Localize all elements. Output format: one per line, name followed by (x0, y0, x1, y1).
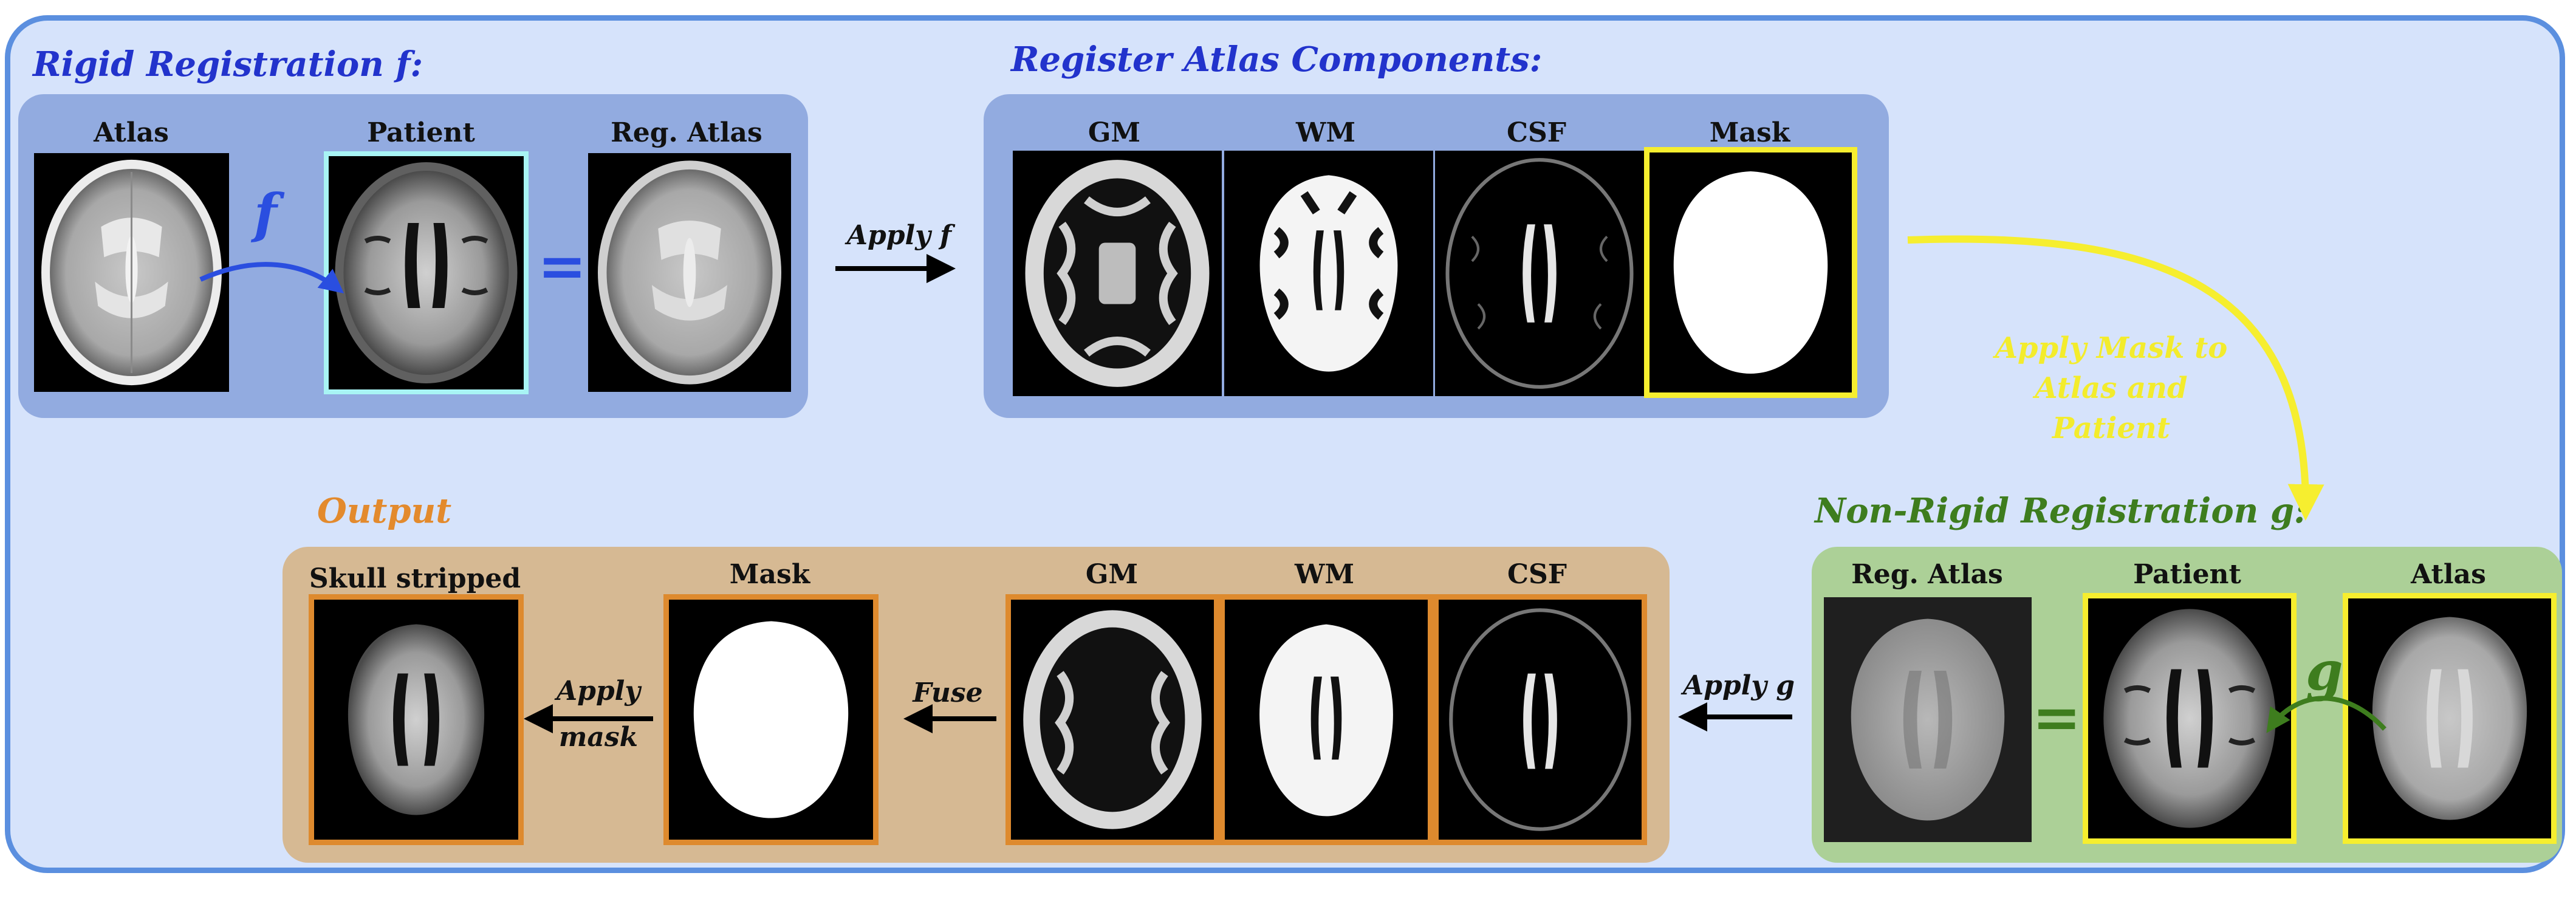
atlas-label: Atlas (94, 117, 169, 148)
output-wm-image (1219, 594, 1433, 845)
output-wm-label: WM (1294, 559, 1355, 590)
atlas-image (34, 153, 229, 392)
apply-mask-note: Apply Mask to Atlas and Patient (1984, 328, 2239, 448)
output-gm-image (1005, 594, 1219, 845)
nonrigid-reg-atlas-label: Reg. Atlas (1851, 559, 2003, 590)
equals-sign-nonrigid: = (2032, 683, 2081, 752)
nonrigid-registration-title: Non-Rigid Registration g: (1815, 491, 2307, 531)
apply-mask-label-a: Apply (557, 676, 640, 707)
skull-stripped-label: Skull stripped (309, 563, 521, 594)
reg-atlas-image (588, 153, 791, 392)
rigid-registration-title: Rigid Registration f: (33, 44, 423, 84)
f-transform-symbol: f (254, 182, 277, 245)
nonrigid-reg-atlas-image (1824, 597, 2032, 842)
apply-g-label: Apply g (1683, 670, 1795, 701)
nonrigid-patient-image (2083, 593, 2297, 844)
mask-image (1644, 147, 1857, 398)
skull-stripped-image (309, 594, 524, 845)
output-title: Output (317, 491, 452, 531)
apply-mask-label-b: mask (558, 722, 639, 753)
fuse-label: Fuse (913, 677, 983, 708)
output-mask-image (663, 594, 879, 845)
csf-label: CSF (1506, 117, 1567, 148)
wm-image (1224, 151, 1433, 396)
g-transform-symbol: g (2306, 639, 2343, 702)
output-mask-label: Mask (729, 559, 810, 590)
wm-label: WM (1295, 117, 1356, 148)
apply-f-label: Apply f (846, 220, 952, 251)
output-csf-label: CSF (1507, 559, 1567, 590)
equals-sign-rigid: = (538, 231, 587, 300)
output-csf-image (1433, 594, 1647, 845)
register-components-title: Register Atlas Components: (1011, 39, 1543, 80)
gm-label: GM (1088, 117, 1141, 148)
nonrigid-patient-label: Patient (2133, 559, 2241, 590)
output-gm-label: GM (1085, 559, 1139, 590)
patient-image (324, 151, 529, 394)
apply-mask-line-1: Apply Mask to (1995, 331, 2228, 365)
apply-mask-line-3: Patient (2052, 411, 2170, 445)
nonrigid-atlas-image (2343, 593, 2557, 844)
nonrigid-atlas-label: Atlas (2411, 559, 2486, 590)
csf-image (1435, 151, 1644, 396)
mask-label: Mask (1709, 117, 1790, 148)
apply-mask-line-2: Atlas and (2035, 371, 2188, 405)
patient-label: Patient (367, 117, 475, 148)
gm-image (1013, 151, 1222, 396)
reg-atlas-label: Reg. Atlas (611, 117, 762, 148)
